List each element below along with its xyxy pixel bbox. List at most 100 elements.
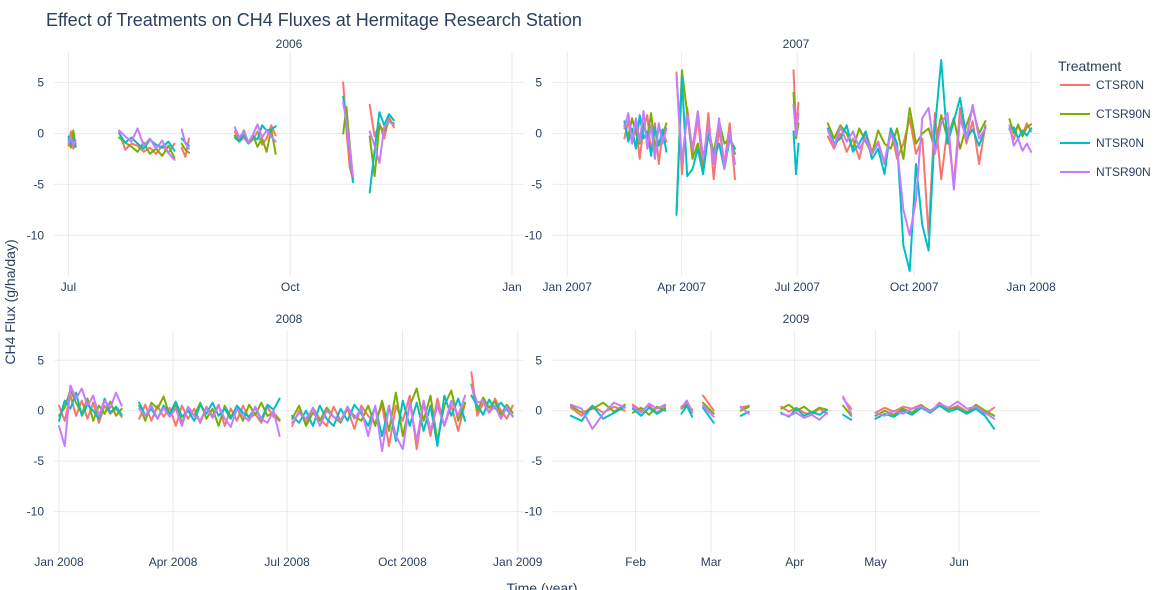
- y-tick-label: 5: [37, 353, 44, 367]
- y-tick-label: 5: [535, 353, 542, 367]
- y-tick-label: -10: [525, 228, 543, 242]
- series-line-ctsr90n: [780, 403, 828, 414]
- legend-label: NTSR0N: [1096, 136, 1144, 150]
- series-line-ntsr90n: [631, 402, 667, 414]
- y-tick-label: -10: [27, 228, 45, 242]
- y-tick-label: -10: [525, 505, 543, 519]
- x-tick-label: Feb: [625, 555, 646, 569]
- y-tick-label: 5: [535, 76, 542, 90]
- x-tick-label: Mar: [701, 555, 722, 569]
- x-tick-label: Jun: [949, 555, 968, 569]
- y-tick-label: -10: [27, 505, 45, 519]
- series-line-ntsr90n: [368, 120, 395, 164]
- x-tick-label: Jan: [502, 280, 521, 294]
- series-line-ctsr90n: [842, 404, 853, 417]
- panel-2006: 2006 5 0 -5 -10 Jul Oct Jan: [27, 37, 524, 294]
- legend-label: NTSR90N: [1096, 165, 1151, 179]
- panel-2007: 2007 5 0 -5 -10 Jan 2007 Apr 2007 Jul 2007 Oct 2…: [525, 37, 1056, 294]
- series-line-ctsr90n: [1008, 118, 1033, 138]
- legend-item-ntsr0n[interactable]: NTSR0N: [1060, 136, 1144, 150]
- series-line-ntsr90n: [874, 400, 996, 420]
- series-line-ntsr90n: [623, 110, 668, 160]
- series-line-ntsr0n: [792, 130, 800, 176]
- series-line-ntsr90n: [1008, 124, 1033, 153]
- facet-panels: 2006 5 0 -5 -10 Jul Oct Jan 2007 5 0 -5 -10 Jan 2007 A…: [27, 37, 1056, 569]
- series-line-ctsr90n: [702, 401, 715, 415]
- series-line-ntsr0n: [631, 406, 667, 417]
- series-line-ntsr0n: [874, 404, 996, 430]
- series-line-ntsr90n: [58, 384, 123, 447]
- series-line-ntsr90n: [233, 123, 277, 144]
- y-tick-label: -5: [33, 177, 44, 191]
- series-line-ntsr90n: [702, 404, 715, 418]
- legend-label: CTSR0N: [1096, 78, 1144, 92]
- series-line-ntsr0n: [842, 413, 853, 421]
- x-tick-label: Jul 2007: [775, 280, 821, 294]
- series-line-ntsr0n: [233, 124, 277, 145]
- x-tick-label: Jan 2007: [543, 280, 593, 294]
- y-tick-label: 5: [37, 76, 44, 90]
- y-tick-label: -5: [33, 454, 44, 468]
- x-tick-label: Apr 2007: [657, 280, 706, 294]
- x-tick-label: May: [864, 555, 887, 569]
- series-line-ctsr0n: [702, 394, 715, 412]
- series-line-ntsr90n: [680, 399, 694, 413]
- series-line-ntsr90n: [792, 103, 800, 137]
- legend-item-ctsr90n[interactable]: CTSR90N: [1060, 107, 1151, 121]
- y-tick-label: -5: [531, 454, 542, 468]
- x-tick-label: Jan 2008: [34, 555, 84, 569]
- x-tick-label: Apr 2008: [149, 555, 198, 569]
- panel-2009: 2009 5 0 -5 -10 Feb Mar Apr May Jun: [525, 312, 1040, 569]
- x-tick-label: Oct 2007: [890, 280, 939, 294]
- series-line-ntsr90n: [118, 127, 176, 161]
- y-tick-label: 0: [37, 126, 44, 140]
- x-tick-label: Jul: [61, 280, 76, 294]
- chart-title: Effect of Treatments on CH4 Fluxes at He…: [46, 10, 582, 30]
- series-line-ntsr90n: [780, 411, 828, 421]
- series-line-ntsr90n: [569, 401, 626, 430]
- x-axis-label: Time (year): [506, 580, 577, 590]
- series-line-ntsr90n: [180, 128, 190, 150]
- series-line-ctsr0n: [368, 103, 395, 140]
- series-line-ntsr90n: [342, 101, 354, 178]
- panel-title: 2009: [783, 312, 810, 326]
- x-tick-label: Jan 2008: [1006, 280, 1056, 294]
- y-tick-label: -5: [531, 177, 542, 191]
- series-line-ctsr90n: [118, 136, 176, 159]
- series-line-ntsr0n: [291, 394, 467, 447]
- panel-title: 2007: [783, 37, 810, 51]
- series-line-ntsr90n: [470, 384, 514, 420]
- legend-item-ntsr90n[interactable]: NTSR90N: [1060, 165, 1151, 179]
- panel-2008: 2008 5 0 -5 -10 Jan 2008 Apr 2008 Jul 2008 Oct 2…: [27, 312, 543, 569]
- legend-item-ctsr0n[interactable]: CTSR0N: [1060, 78, 1144, 92]
- series-line-ntsr0n: [58, 391, 123, 422]
- series-line-ctsr90n: [739, 405, 750, 412]
- x-tick-label: Jul 2008: [264, 555, 310, 569]
- legend-label: CTSR90N: [1096, 107, 1151, 121]
- x-tick-label: Oct: [281, 280, 300, 294]
- series-line-ntsr90n: [675, 73, 736, 171]
- x-tick-label: Oct 2008: [378, 555, 427, 569]
- series-line-ctsr90n: [180, 142, 190, 154]
- y-axis-label: CH4 Flux (g/ha/day): [2, 239, 18, 364]
- panel-title: 2008: [276, 312, 303, 326]
- y-tick-label: 0: [535, 404, 542, 418]
- series-line-ntsr90n: [138, 404, 281, 437]
- series-line-ntsr90n: [67, 136, 77, 146]
- series-line-ctsr0n: [569, 404, 626, 417]
- series-line-ntsr90n: [739, 405, 750, 415]
- series-line-ntsr0n: [702, 406, 715, 424]
- series-line-ntsr0n: [826, 59, 987, 272]
- series-line-ntsr90n: [826, 103, 987, 237]
- series-line-ntsr0n: [368, 111, 395, 194]
- x-tick-label: Jan 2009: [493, 555, 543, 569]
- series-line-ntsr0n: [680, 404, 694, 418]
- y-tick-label: 0: [37, 404, 44, 418]
- series-line-ntsr90n: [291, 394, 467, 453]
- series-line-ntsr90n: [842, 395, 853, 415]
- series-line-ctsr90n: [569, 401, 626, 414]
- y-tick-label: 0: [535, 126, 542, 140]
- series-line-ctsr0n: [470, 371, 514, 420]
- series-line-ntsr0n: [569, 404, 626, 422]
